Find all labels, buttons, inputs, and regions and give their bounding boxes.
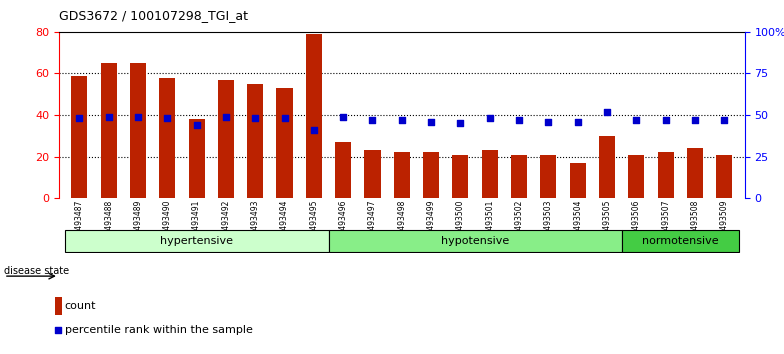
Bar (658, 153, 673, 198)
Point (337, 114, 350, 120)
FancyBboxPatch shape (622, 230, 739, 252)
Point (307, 127, 320, 133)
Bar (423, 153, 439, 198)
Point (513, 117, 525, 123)
Text: hypotensive: hypotensive (441, 236, 510, 246)
Bar (335, 142, 351, 198)
Point (601, 109, 613, 115)
Bar (599, 136, 615, 198)
Point (718, 117, 731, 123)
Point (395, 117, 408, 123)
Bar (394, 153, 410, 198)
Point (484, 115, 496, 121)
Bar (277, 88, 292, 198)
Point (659, 117, 672, 123)
FancyBboxPatch shape (64, 230, 328, 252)
Point (277, 222, 289, 228)
Bar (540, 155, 557, 198)
Text: count: count (64, 301, 96, 311)
Text: hypertensive: hypertensive (160, 236, 233, 246)
Point (161, 115, 173, 121)
Bar (218, 80, 234, 198)
Point (220, 114, 232, 120)
Bar (452, 155, 469, 198)
Bar (687, 148, 703, 198)
Point (191, 122, 203, 128)
Bar (365, 150, 380, 198)
Bar (159, 78, 176, 198)
Bar (628, 155, 644, 198)
Bar (188, 119, 205, 198)
Point (542, 119, 554, 125)
Text: normotensive: normotensive (642, 236, 719, 246)
Bar (247, 84, 263, 198)
Point (425, 119, 437, 125)
Point (688, 117, 701, 123)
Text: disease state: disease state (4, 266, 69, 276)
Bar (511, 155, 527, 198)
Point (630, 117, 643, 123)
Point (249, 115, 262, 121)
Point (572, 119, 584, 125)
Text: GDS3672 / 100107298_TGI_at: GDS3672 / 100107298_TGI_at (59, 9, 248, 22)
FancyBboxPatch shape (328, 230, 622, 252)
Bar (55, 297, 62, 314)
Bar (71, 75, 87, 198)
Bar (100, 63, 117, 198)
Point (132, 114, 144, 120)
Bar (306, 34, 322, 198)
Bar (717, 155, 732, 198)
Bar (481, 150, 498, 198)
Bar (130, 63, 146, 198)
Text: percentile rank within the sample: percentile rank within the sample (64, 325, 252, 335)
Point (366, 117, 379, 123)
Point (454, 120, 466, 126)
Point (103, 114, 115, 120)
Point (278, 115, 291, 121)
Point (73, 115, 85, 121)
Bar (570, 163, 586, 198)
